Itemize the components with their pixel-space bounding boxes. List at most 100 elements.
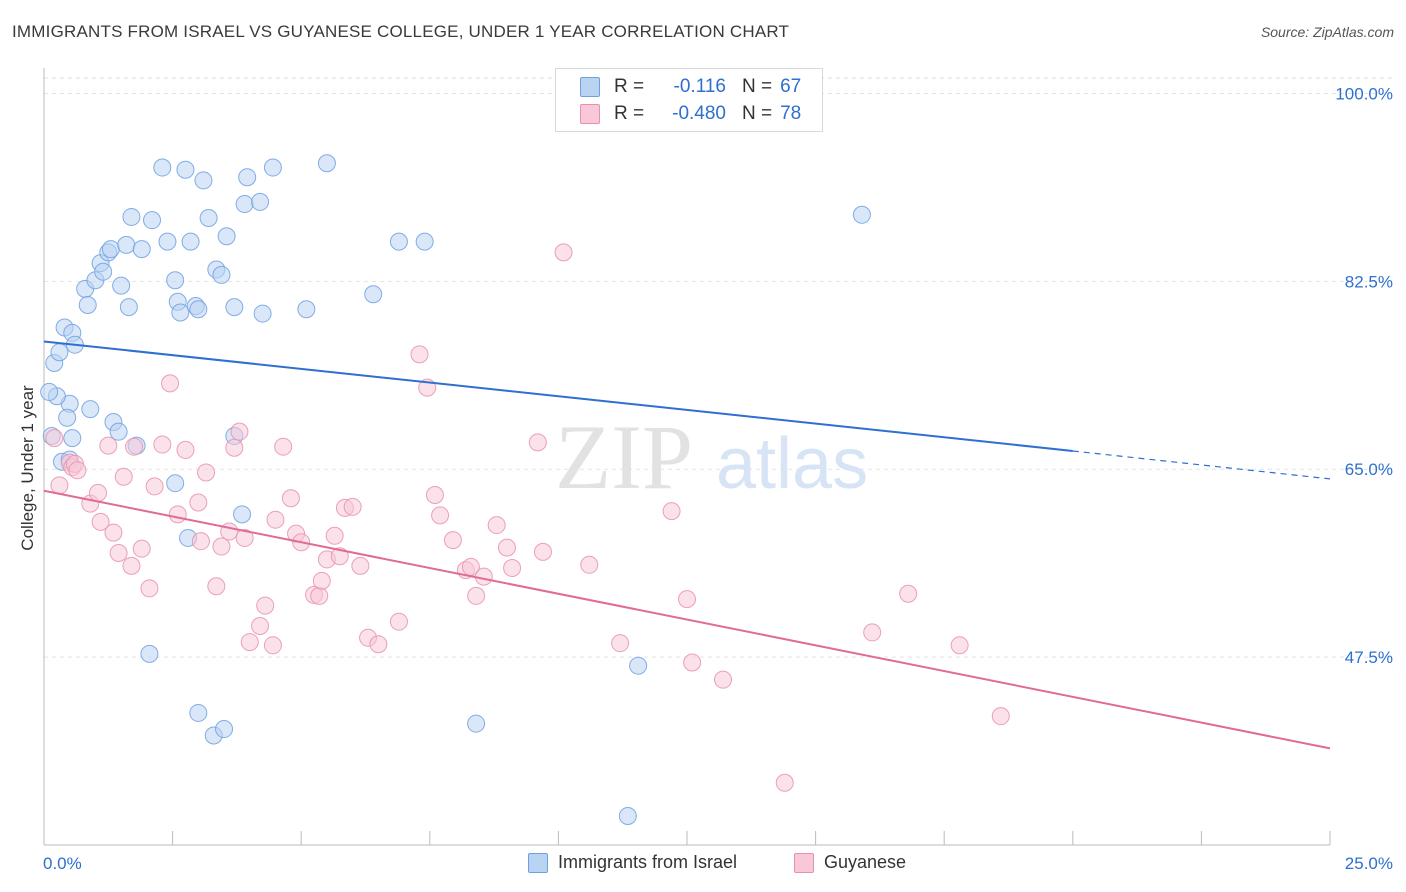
guyanese-point bbox=[189, 493, 208, 512]
guyanese-point bbox=[503, 559, 522, 578]
guyanese-point bbox=[425, 486, 444, 505]
israel-point bbox=[166, 271, 185, 290]
chart-title: IMMIGRANTS FROM ISRAEL VS GUYANESE COLLE… bbox=[12, 22, 790, 41]
guyanese-trend-line bbox=[43, 489, 1331, 750]
bottom-legend-label-guyanese: Guyanese bbox=[824, 852, 907, 872]
y-tick-label: 82.5% bbox=[1345, 272, 1393, 291]
tick-label-layer: 100.0% 82.5% 65.0% 47.5% 0.0% 25.0% bbox=[43, 84, 1393, 873]
points-layer bbox=[40, 154, 1010, 826]
guyanese-point bbox=[775, 773, 794, 792]
guyanese-point bbox=[212, 537, 231, 556]
legend-r-key: R = bbox=[614, 76, 645, 97]
israel-point bbox=[143, 211, 162, 230]
israel-point bbox=[119, 298, 138, 317]
guyanese-point bbox=[678, 590, 696, 609]
axis-layer bbox=[43, 68, 1331, 846]
israel-point bbox=[212, 265, 231, 284]
legend-r-value: -0.480 bbox=[672, 103, 726, 124]
legend-row-guyanese: R = -0.480 N = 78 bbox=[580, 102, 801, 126]
guyanese-point bbox=[528, 433, 547, 452]
guyanese-point bbox=[153, 435, 172, 454]
israel-point bbox=[317, 154, 336, 173]
israel-point bbox=[618, 807, 637, 826]
israel-point bbox=[176, 160, 195, 179]
israel-point bbox=[364, 285, 383, 304]
israel-point bbox=[132, 240, 151, 259]
israel-point bbox=[263, 158, 282, 177]
guyanese-point bbox=[443, 531, 462, 550]
guyanese-point bbox=[431, 506, 450, 525]
guyanese-point bbox=[611, 634, 630, 653]
bottom-legend-israel: Immigrants from Israel bbox=[528, 852, 737, 873]
legend-n-key: N = bbox=[742, 103, 773, 124]
guyanese-point bbox=[132, 539, 151, 558]
source-label: Source: ZipAtlas.com bbox=[1260, 24, 1394, 40]
guyanese-point bbox=[191, 532, 210, 551]
y-tick-label: 65.0% bbox=[1345, 460, 1393, 479]
guyanese-point bbox=[554, 243, 573, 262]
israel-trend-line bbox=[43, 340, 1073, 452]
israel-point bbox=[78, 295, 97, 314]
guyanese-point bbox=[230, 422, 249, 441]
israel-point bbox=[389, 232, 408, 251]
guyanese-point bbox=[68, 461, 87, 480]
guyanese-point bbox=[145, 477, 164, 496]
israel-point bbox=[233, 505, 252, 524]
bottom-swatch-israel bbox=[528, 852, 548, 873]
guyanese-point bbox=[240, 633, 259, 652]
guyanese-point bbox=[950, 636, 969, 655]
guyanese-point bbox=[467, 586, 486, 605]
bottom-swatch-guyanese bbox=[794, 852, 814, 873]
israel-point bbox=[235, 195, 254, 214]
trend-layer bbox=[43, 340, 1331, 750]
guyanese-point bbox=[125, 437, 144, 456]
israel-point bbox=[153, 158, 172, 177]
guyanese-point bbox=[683, 653, 702, 672]
guyanese-point bbox=[343, 497, 362, 516]
guyanese-point bbox=[91, 512, 110, 531]
bottom-legend-guyanese: Guyanese bbox=[794, 852, 906, 873]
israel-point bbox=[140, 644, 159, 663]
israel-point bbox=[215, 720, 234, 739]
guyanese-point bbox=[410, 345, 429, 364]
israel-point bbox=[181, 232, 200, 251]
israel-point bbox=[415, 232, 434, 251]
guyanese-point bbox=[197, 463, 216, 482]
guyanese-point bbox=[662, 502, 681, 521]
legend-swatch-israel bbox=[580, 77, 600, 97]
guyanese-point bbox=[351, 556, 370, 575]
guyanese-point bbox=[256, 596, 275, 615]
israel-point bbox=[852, 205, 871, 224]
legend-row-israel: R = -0.116 N = 67 bbox=[580, 75, 801, 99]
guyanese-point bbox=[266, 510, 285, 529]
y-axis-label: College, Under 1 year bbox=[18, 385, 37, 551]
guyanese-point bbox=[114, 467, 133, 486]
israel-point bbox=[109, 422, 128, 441]
israel-point bbox=[117, 235, 136, 254]
watermark-atlas: atlas bbox=[716, 424, 868, 504]
guyanese-point bbox=[533, 542, 552, 561]
guyanese-point bbox=[99, 436, 118, 455]
israel-point bbox=[58, 408, 77, 427]
israel-point bbox=[101, 240, 120, 259]
guyanese-point bbox=[863, 623, 882, 642]
israel-trend-extension bbox=[1072, 450, 1331, 480]
israel-point bbox=[122, 207, 141, 226]
watermark-zip: ZIP bbox=[555, 406, 693, 508]
israel-point bbox=[217, 227, 236, 246]
israel-point bbox=[40, 382, 59, 401]
israel-point bbox=[467, 714, 486, 733]
guyanese-point bbox=[251, 616, 270, 635]
israel-point bbox=[297, 300, 316, 319]
guyanese-point bbox=[89, 483, 108, 502]
guyanese-point bbox=[369, 635, 388, 654]
guyanese-point bbox=[580, 555, 599, 574]
guyanese-point bbox=[497, 538, 516, 557]
israel-point bbox=[251, 192, 270, 211]
guyanese-point bbox=[168, 505, 187, 524]
guyanese-point bbox=[310, 586, 329, 605]
israel-point bbox=[166, 474, 185, 493]
guyanese-point bbox=[263, 636, 282, 655]
watermark: ZIP atlas bbox=[555, 406, 868, 508]
